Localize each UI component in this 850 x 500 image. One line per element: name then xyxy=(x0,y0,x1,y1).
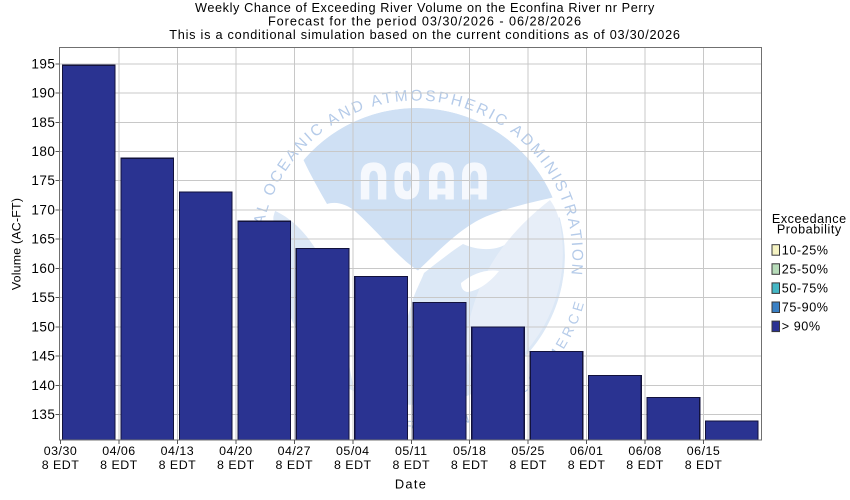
svg-text:Date: Date xyxy=(395,477,427,492)
svg-text:8 EDT: 8 EDT xyxy=(685,458,723,472)
svg-text:Volume (AC-FT): Volume (AC-FT) xyxy=(10,198,24,290)
svg-text:150: 150 xyxy=(31,319,55,334)
svg-text:10-25%: 10-25% xyxy=(782,243,829,257)
svg-text:04/27: 04/27 xyxy=(278,444,312,458)
svg-text:Probability: Probability xyxy=(777,222,842,236)
svg-text:25-50%: 25-50% xyxy=(782,262,829,276)
svg-text:05/11: 05/11 xyxy=(395,444,428,458)
svg-text:Forecast for the period 03/30/: Forecast for the period 03/30/2026 - 06/… xyxy=(268,15,582,29)
svg-text:160: 160 xyxy=(31,261,55,276)
svg-text:8 EDT: 8 EDT xyxy=(451,458,489,472)
svg-text:04/20: 04/20 xyxy=(219,444,253,458)
svg-text:03/30: 03/30 xyxy=(44,444,78,458)
svg-text:140: 140 xyxy=(31,378,55,393)
svg-text:195: 195 xyxy=(31,56,55,71)
svg-text:135: 135 xyxy=(31,407,55,422)
svg-text:05/25: 05/25 xyxy=(511,444,545,458)
svg-text:Exceedance: Exceedance xyxy=(772,212,847,226)
svg-text:190: 190 xyxy=(31,86,55,101)
svg-text:06/01: 06/01 xyxy=(570,444,604,458)
svg-text:This is a conditional simulati: This is a conditional simulation based o… xyxy=(169,28,680,42)
svg-text:04/13: 04/13 xyxy=(161,444,195,458)
svg-text:8 EDT: 8 EDT xyxy=(334,458,372,472)
svg-text:06/08: 06/08 xyxy=(628,444,662,458)
svg-text:Weekly Chance of Exceeding Riv: Weekly Chance of Exceeding River Volume … xyxy=(195,1,655,15)
svg-text:50-75%: 50-75% xyxy=(782,282,829,296)
svg-text:06/15: 06/15 xyxy=(687,444,721,458)
svg-text:8 EDT: 8 EDT xyxy=(392,458,430,472)
svg-text:185: 185 xyxy=(31,115,55,130)
svg-text:8 EDT: 8 EDT xyxy=(100,458,138,472)
svg-text:8 EDT: 8 EDT xyxy=(509,458,547,472)
svg-text:8 EDT: 8 EDT xyxy=(568,458,606,472)
svg-text:145: 145 xyxy=(31,349,55,364)
svg-text:8 EDT: 8 EDT xyxy=(276,458,314,472)
svg-text:180: 180 xyxy=(31,144,55,159)
svg-text:> 90%: > 90% xyxy=(782,320,821,334)
svg-text:05/04: 05/04 xyxy=(336,444,370,458)
svg-text:8 EDT: 8 EDT xyxy=(217,458,255,472)
svg-text:75-90%: 75-90% xyxy=(782,301,829,315)
svg-text:170: 170 xyxy=(31,202,55,217)
svg-text:175: 175 xyxy=(31,173,55,188)
svg-text:8 EDT: 8 EDT xyxy=(159,458,197,472)
svg-text:155: 155 xyxy=(31,290,55,305)
svg-text:165: 165 xyxy=(31,232,55,247)
svg-text:8 EDT: 8 EDT xyxy=(626,458,664,472)
svg-text:04/06: 04/06 xyxy=(102,444,136,458)
svg-text:8 EDT: 8 EDT xyxy=(42,458,80,472)
svg-text:05/18: 05/18 xyxy=(453,444,487,458)
